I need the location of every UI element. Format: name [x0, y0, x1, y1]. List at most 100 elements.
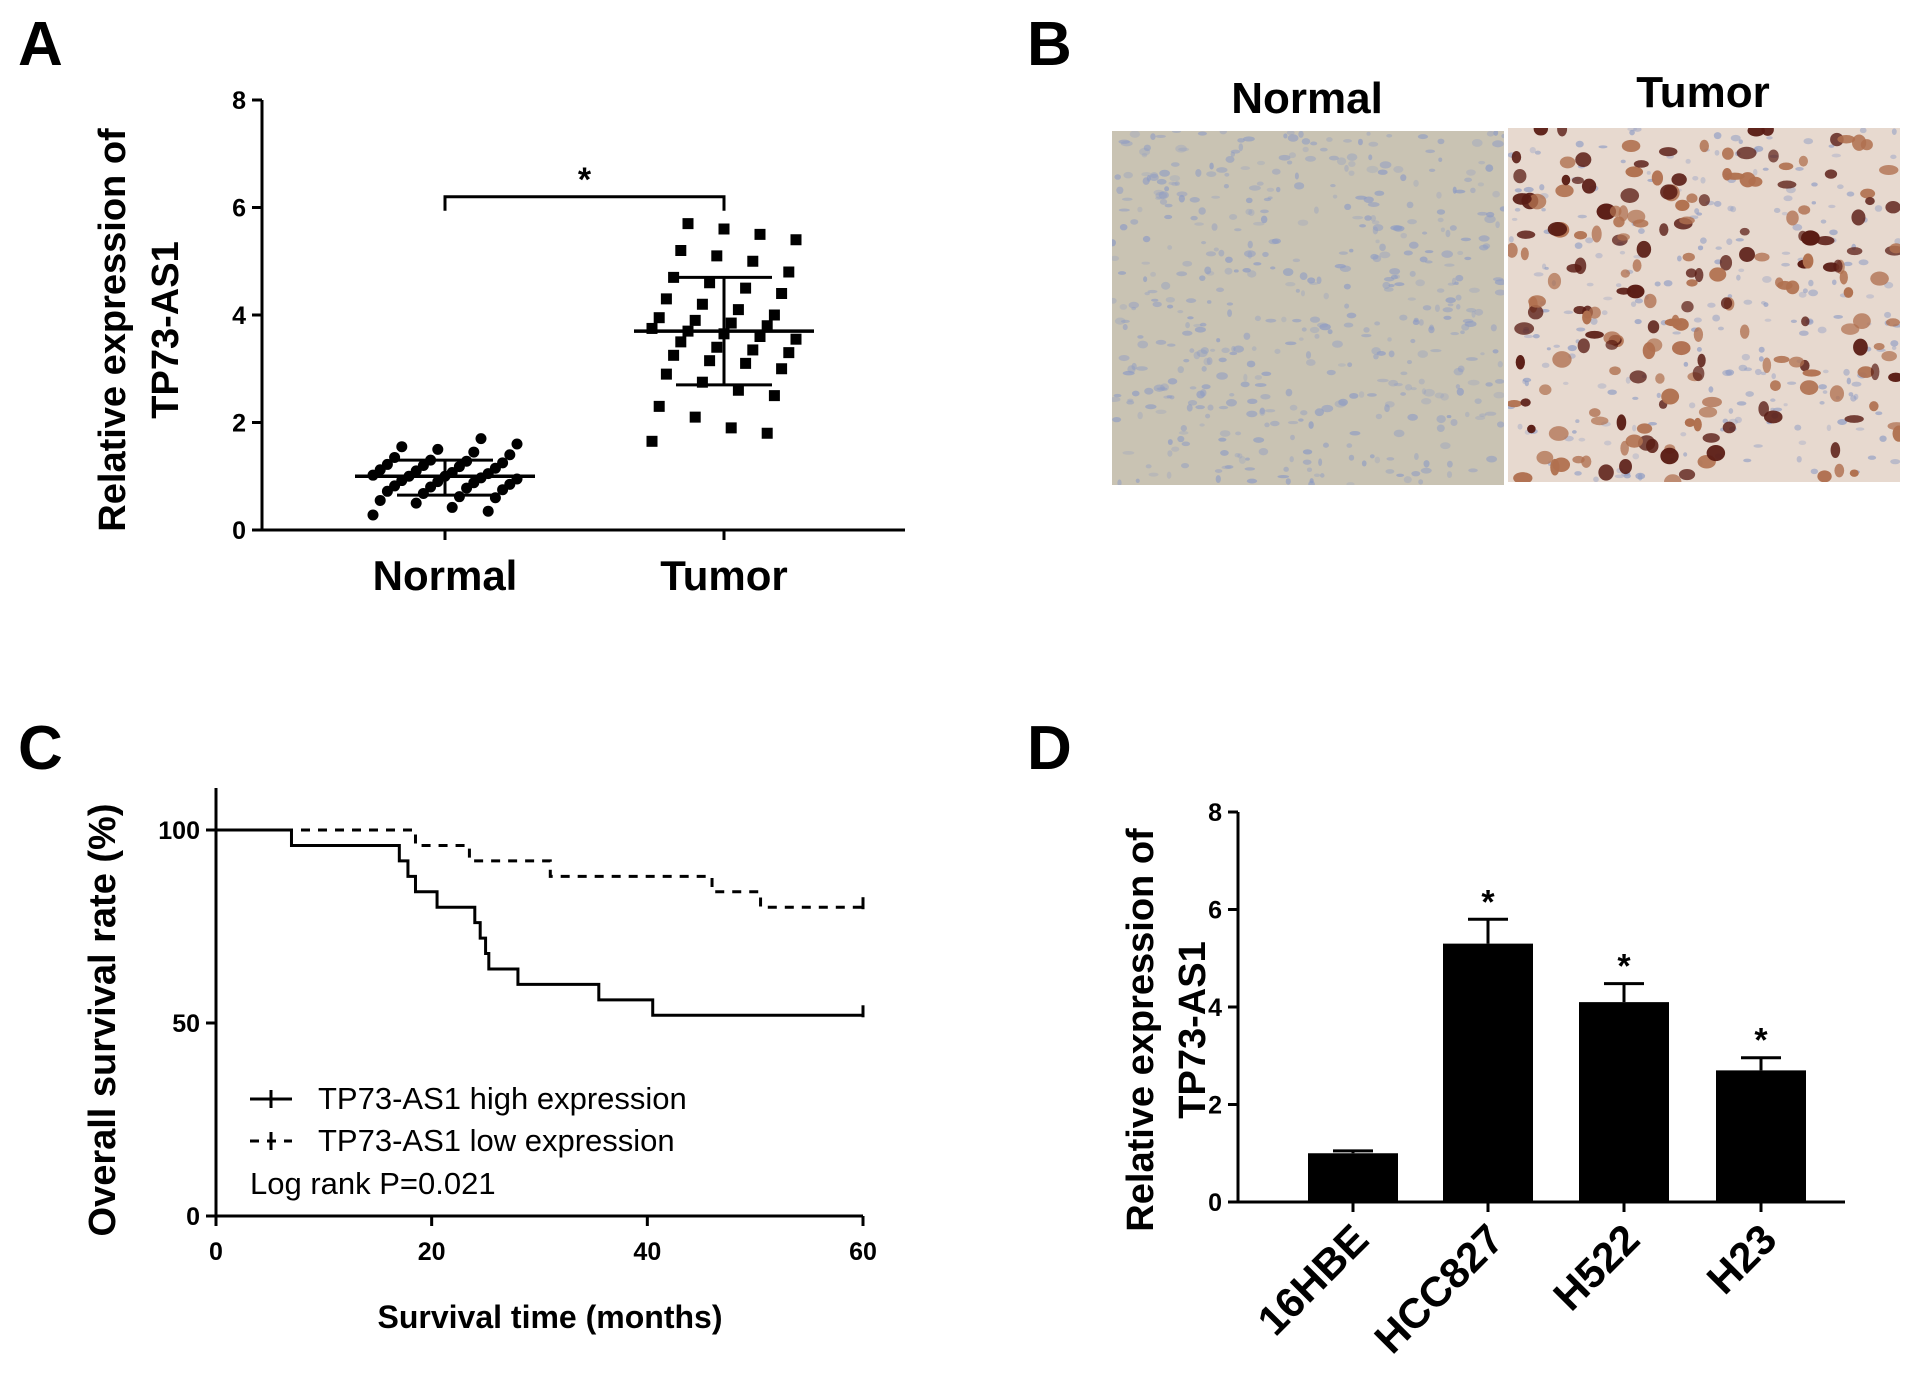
micrograph-normal-cell [1407, 413, 1418, 421]
micrograph-normal-cell [1493, 131, 1499, 136]
micrograph-tumor-nucleus [1547, 272, 1562, 290]
micrograph-tumor-stroma [1508, 236, 1514, 243]
micrograph-tumor-nucleus [1672, 341, 1691, 356]
micrograph-normal-cell [1442, 307, 1453, 313]
micrograph-normal-cell [1137, 411, 1143, 420]
panel-a-point-normal [453, 491, 465, 503]
micrograph-tumor-stroma [1700, 237, 1707, 244]
micrograph-normal-cell [1468, 468, 1478, 473]
panel-c-ytick-label: 100 [158, 817, 200, 845]
micrograph-normal-cell [1210, 348, 1216, 352]
micrograph-tumor-nucleus [1644, 293, 1657, 309]
micrograph-normal-cell [1259, 407, 1265, 415]
micrograph-normal-cell [1266, 187, 1275, 192]
micrograph-normal-cell [1127, 365, 1136, 374]
micrograph-normal-cell [1246, 410, 1258, 418]
micrograph-normal-cell [1386, 457, 1395, 461]
micrograph-normal-cell [1178, 430, 1189, 435]
micrograph-normal-cell [1216, 287, 1225, 293]
micrograph-tumor-nucleus [1605, 339, 1619, 350]
micrograph-tumor-stroma [1851, 381, 1862, 387]
micrograph-normal-cell [1283, 466, 1289, 472]
micrograph-tumor-stroma [1891, 128, 1897, 135]
panel-d-significance-star: * [1617, 948, 1631, 986]
panel-c-xtick-label: 60 [849, 1238, 877, 1266]
panel-c-xtick-label: 40 [633, 1238, 661, 1266]
micrograph-tumor-nucleus [1802, 253, 1814, 269]
micrograph-normal-cell [1187, 316, 1194, 320]
micrograph-normal-cell [1346, 443, 1353, 448]
micrograph-normal-cell [1346, 482, 1355, 485]
micrograph-normal-cell [1370, 253, 1379, 260]
micrograph-tumor-stroma [1697, 245, 1704, 251]
micrograph-tumor-stroma [1593, 476, 1599, 482]
micrograph-tumor-label: Tumor [1636, 68, 1770, 117]
micrograph-normal-cell [1155, 134, 1166, 138]
micrograph-tumor-stroma [1590, 318, 1598, 325]
micrograph-normal-cell [1233, 269, 1239, 273]
panel-a-point-tumor [761, 427, 773, 439]
micrograph-normal-cell [1151, 298, 1159, 302]
micrograph-normal-cell [1248, 209, 1255, 217]
micrograph-normal-cell [1258, 448, 1269, 456]
micrograph-normal-cell [1385, 469, 1395, 474]
panel-d-ylabel-line2: TP73-AS1 [1172, 941, 1214, 1118]
micrograph-normal-cell [1374, 321, 1381, 326]
micrograph-normal-cell [1114, 317, 1126, 325]
micrograph-tumor-nucleus [1528, 295, 1546, 308]
micrograph-normal-cell [1226, 302, 1234, 306]
micrograph-normal-cell [1379, 243, 1386, 252]
micrograph-normal-cell [1283, 133, 1288, 139]
micrograph-normal-cell [1361, 333, 1372, 338]
micrograph-tumor-nucleus [1636, 423, 1653, 434]
micrograph-tumor-nucleus [1699, 139, 1709, 153]
micrograph-normal-cell [1461, 323, 1470, 331]
micrograph-tumor-stroma [1890, 154, 1897, 160]
micrograph-normal-cell [1323, 292, 1329, 300]
micrograph-tumor-nucleus [1596, 203, 1617, 220]
micrograph-tumor-nucleus [1709, 267, 1727, 282]
micrograph-normal-cell [1214, 469, 1223, 473]
micrograph-tumor-stroma [1607, 389, 1617, 395]
micrograph-tumor-stroma [1850, 395, 1857, 402]
panel-a-point-tumor [725, 422, 737, 434]
micrograph-normal-cell [1205, 251, 1217, 257]
micrograph-tumor-nucleus [1620, 440, 1629, 456]
micrograph-normal-cell [1393, 382, 1403, 387]
micrograph-normal-cell [1260, 215, 1268, 224]
micrograph-normal-cell [1399, 314, 1408, 321]
micrograph-tumor-nucleus [1626, 284, 1645, 299]
micrograph-normal-cell [1492, 349, 1499, 354]
panel-d-category-label: 16HBE [1248, 1215, 1377, 1344]
micrograph-tumor-stroma [1619, 250, 1626, 255]
micrograph-tumor-nucleus [1817, 470, 1832, 482]
micrograph-normal-cell [1137, 206, 1143, 213]
panel-c-xtick-label: 20 [418, 1238, 446, 1266]
panel-a-point-tumor [732, 304, 744, 316]
micrograph-normal-cell [1418, 378, 1425, 385]
micrograph-normal-cell [1468, 287, 1480, 293]
micrograph-normal-cell [1137, 340, 1149, 349]
panel-a-point-tumor [768, 390, 780, 402]
micrograph-normal-cell [1370, 215, 1377, 222]
micrograph-normal-cell [1201, 240, 1207, 245]
micrograph-tumor-stroma [1786, 381, 1797, 385]
micrograph-tumor-stroma [1754, 145, 1764, 152]
micrograph-normal-cell [1346, 153, 1358, 161]
micrograph-normal-cell [1247, 240, 1253, 249]
micrograph-normal-cell [1228, 213, 1238, 220]
micrograph-normal-cell [1167, 378, 1178, 385]
micrograph-normal-cell [1301, 138, 1311, 145]
micrograph-normal-cell [1413, 179, 1419, 187]
micrograph-tumor-nucleus [1698, 194, 1710, 207]
micrograph-tumor-nucleus [1846, 247, 1863, 256]
micrograph-normal-cell [1206, 171, 1217, 178]
micrograph-normal-cell [1352, 215, 1364, 220]
panel-a-point-tumor [783, 266, 795, 278]
micrograph-tumor-nucleus [1681, 301, 1694, 313]
micrograph-normal-cell [1287, 134, 1299, 142]
micrograph-tumor-stroma [1586, 282, 1594, 287]
micrograph-tumor-stroma [1603, 440, 1612, 446]
micrograph-tumor-nucleus [1801, 316, 1810, 327]
